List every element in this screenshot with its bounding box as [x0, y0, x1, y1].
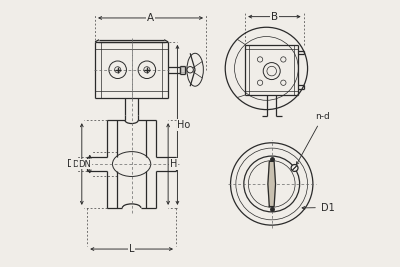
Text: H: H: [170, 159, 177, 169]
Text: L: L: [129, 244, 134, 254]
Polygon shape: [268, 161, 276, 207]
Text: DN: DN: [78, 160, 92, 168]
Text: D: D: [67, 159, 74, 169]
Text: n-d: n-d: [296, 112, 330, 165]
Text: B: B: [271, 12, 278, 22]
Text: A: A: [147, 13, 154, 23]
Text: D2: D2: [72, 160, 84, 168]
Text: Ho: Ho: [178, 120, 191, 130]
Text: D1: D1: [302, 203, 335, 213]
Circle shape: [291, 164, 298, 171]
Circle shape: [187, 66, 193, 73]
